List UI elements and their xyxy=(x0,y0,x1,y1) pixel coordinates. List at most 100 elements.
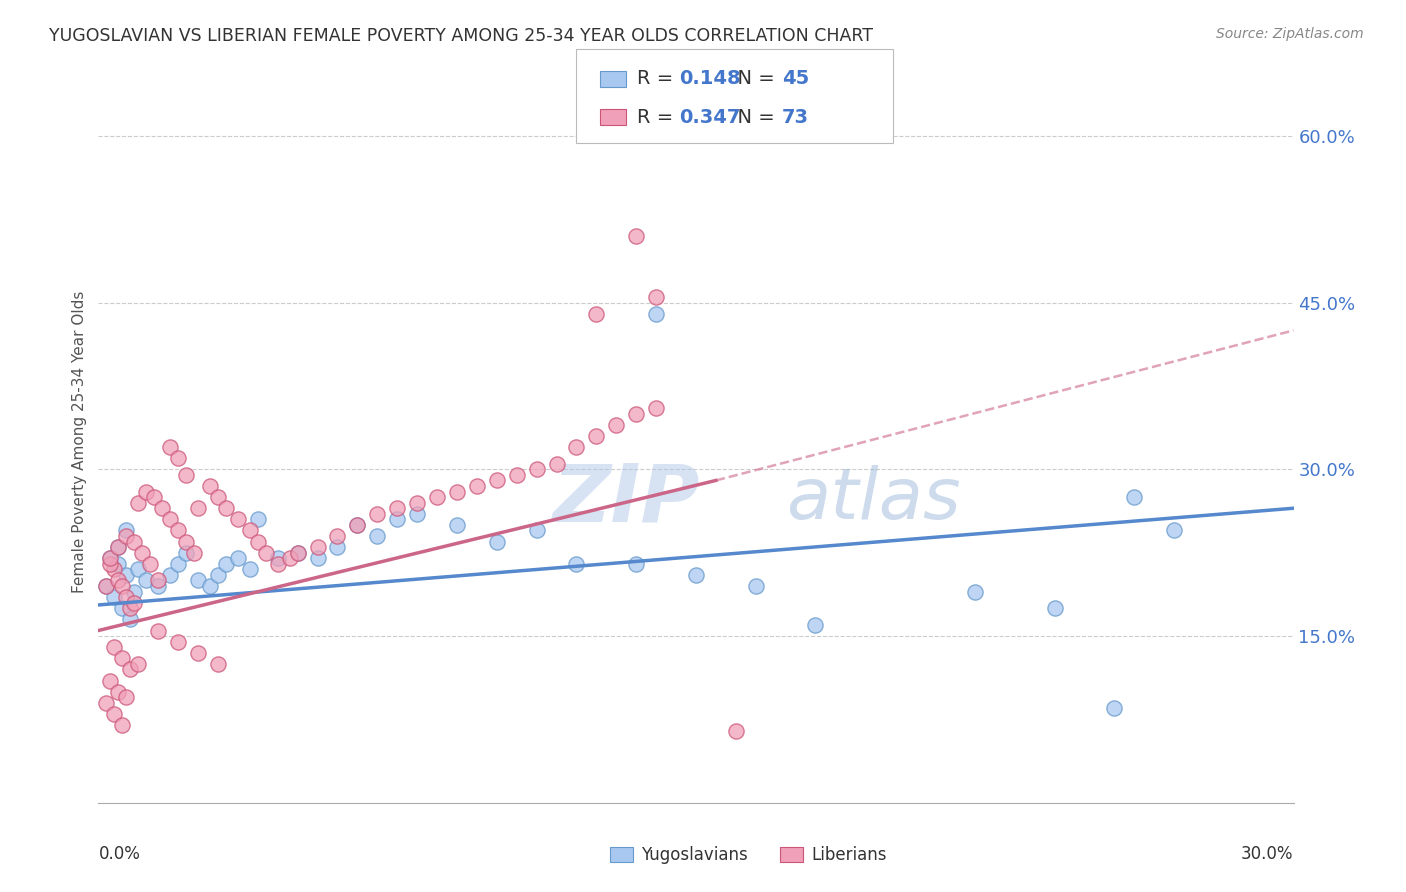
Point xyxy=(174,534,197,549)
Point xyxy=(103,640,125,655)
Point xyxy=(127,657,149,671)
Point xyxy=(546,457,568,471)
Point xyxy=(215,557,238,571)
Point xyxy=(485,474,508,488)
Point xyxy=(148,579,170,593)
Point xyxy=(465,479,488,493)
Point xyxy=(346,517,368,532)
Point xyxy=(120,601,142,615)
Point xyxy=(254,546,277,560)
Point xyxy=(127,496,149,510)
Point xyxy=(167,557,190,571)
Point xyxy=(526,462,548,476)
Point xyxy=(1104,701,1126,715)
Point xyxy=(107,684,129,698)
Point xyxy=(167,451,190,466)
Point xyxy=(804,618,827,632)
Point xyxy=(111,718,134,732)
Point xyxy=(115,568,138,582)
Point xyxy=(115,590,138,604)
Point xyxy=(585,307,607,321)
Point xyxy=(159,568,181,582)
Point xyxy=(645,290,668,304)
Point xyxy=(120,662,142,676)
Text: 73: 73 xyxy=(782,108,808,127)
Text: R =: R = xyxy=(637,70,679,88)
Point xyxy=(159,440,181,454)
Point xyxy=(307,551,329,566)
Point xyxy=(246,512,269,526)
Point xyxy=(98,551,122,566)
Text: 45: 45 xyxy=(782,70,808,88)
Bar xyxy=(610,847,633,862)
Text: R =: R = xyxy=(637,108,679,127)
Point xyxy=(98,551,122,566)
Point xyxy=(446,484,468,499)
Point xyxy=(111,579,134,593)
Point xyxy=(135,484,157,499)
Point xyxy=(565,557,588,571)
Point xyxy=(385,501,409,516)
Point xyxy=(150,501,173,516)
Point xyxy=(198,579,221,593)
Point xyxy=(207,568,229,582)
Point xyxy=(167,524,190,538)
Point xyxy=(148,624,170,638)
Point xyxy=(120,612,142,626)
Point xyxy=(526,524,548,538)
Point xyxy=(115,529,138,543)
Point xyxy=(207,490,229,504)
Point xyxy=(406,496,429,510)
Point xyxy=(96,579,118,593)
Point xyxy=(685,568,707,582)
Point xyxy=(239,524,262,538)
Point xyxy=(585,429,607,443)
Point xyxy=(103,590,125,604)
Point xyxy=(207,657,229,671)
Point xyxy=(645,401,668,416)
Point xyxy=(385,512,409,526)
Point xyxy=(506,467,529,482)
Point xyxy=(246,534,269,549)
Text: 0.347: 0.347 xyxy=(679,108,741,127)
Point xyxy=(287,546,309,560)
Point xyxy=(963,584,986,599)
Point xyxy=(366,507,388,521)
Point xyxy=(131,546,153,560)
Point xyxy=(174,546,197,560)
Text: N =: N = xyxy=(725,70,782,88)
Point xyxy=(724,723,747,738)
Bar xyxy=(600,71,626,87)
Text: N =: N = xyxy=(725,108,782,127)
Point xyxy=(287,546,309,560)
Point xyxy=(485,534,508,549)
Point xyxy=(226,512,249,526)
Point xyxy=(167,634,190,648)
Point xyxy=(366,529,388,543)
Text: Liberians: Liberians xyxy=(811,846,887,863)
Point xyxy=(135,574,157,588)
Point xyxy=(326,529,349,543)
Point xyxy=(565,440,588,454)
Point xyxy=(187,646,209,660)
Point xyxy=(1043,601,1066,615)
Point xyxy=(115,524,138,538)
Point xyxy=(159,512,181,526)
Text: Source: ZipAtlas.com: Source: ZipAtlas.com xyxy=(1216,27,1364,41)
Point xyxy=(605,417,627,432)
Bar xyxy=(780,847,803,862)
Point xyxy=(278,551,301,566)
Point xyxy=(626,228,648,243)
Point xyxy=(111,601,134,615)
Point xyxy=(96,696,118,710)
Point xyxy=(143,490,166,504)
Point xyxy=(645,307,668,321)
Text: ZIP: ZIP xyxy=(553,460,700,539)
Point xyxy=(187,501,209,516)
Point xyxy=(346,517,368,532)
Point xyxy=(1163,524,1185,538)
Point xyxy=(307,540,329,554)
Point xyxy=(183,546,205,560)
Point xyxy=(745,579,768,593)
Text: atlas: atlas xyxy=(786,465,960,533)
